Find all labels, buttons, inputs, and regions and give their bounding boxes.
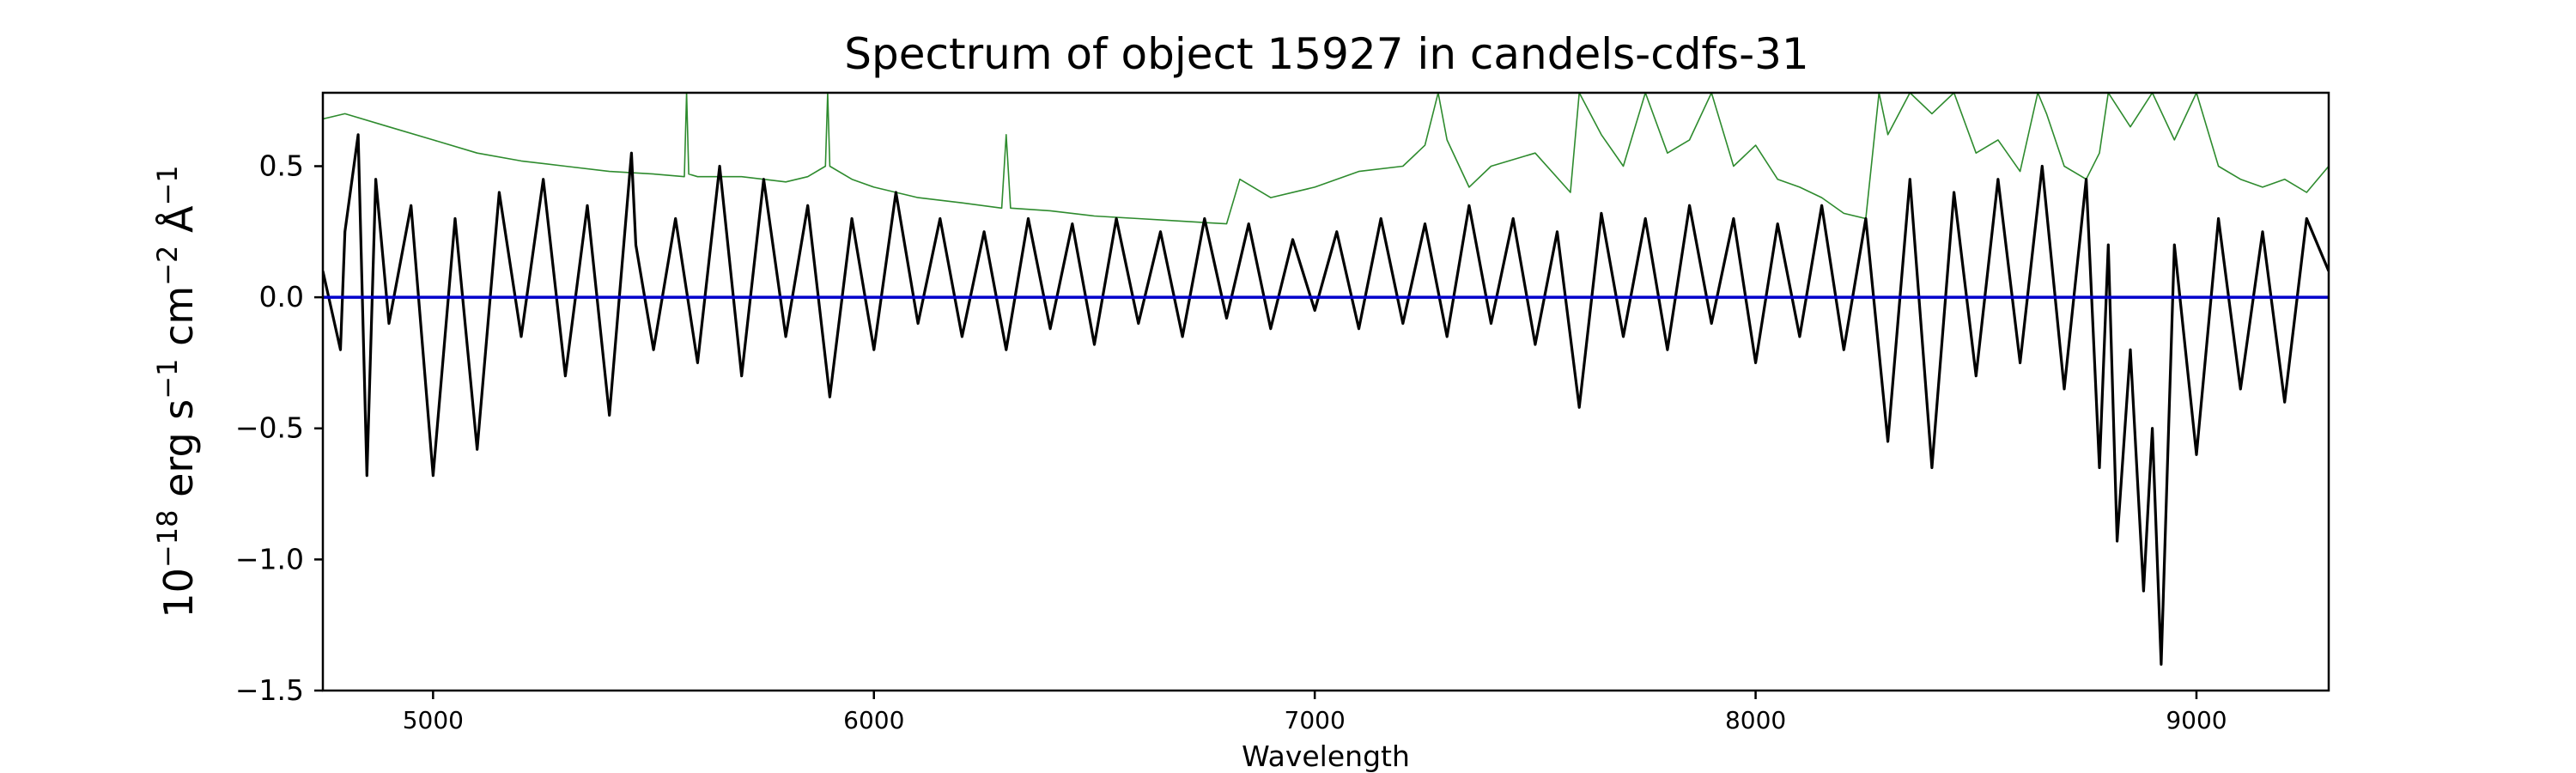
y-tick-label: 0.0 <box>259 280 304 313</box>
x-tick-label: 5000 <box>403 706 464 734</box>
y-label-base: 10 <box>155 568 202 618</box>
x-tick-label: 7000 <box>1285 706 1346 734</box>
y-label-unit: Å <box>155 205 202 233</box>
y-axis-label: 10−18 erg s−1 cm−2 Å−1 <box>151 165 202 618</box>
y-label-s-exp: −1 <box>151 359 184 399</box>
chart-title: Spectrum of object 15927 in candels-cdfs… <box>844 29 1809 79</box>
series-line-flux <box>323 133 2329 666</box>
y-tick-label: 0.5 <box>259 149 304 182</box>
y-tick-label: −1.0 <box>235 542 304 575</box>
y-label-erg: erg s <box>155 399 202 497</box>
x-tick-label: 9000 <box>2166 706 2227 734</box>
y-tick-label: −1.5 <box>235 673 304 707</box>
y-label-cm: cm <box>155 286 202 346</box>
plot-area <box>321 91 2330 692</box>
plot-frame <box>321 91 2330 692</box>
series-line-error <box>323 93 2329 225</box>
x-axis-label: Wavelength <box>1242 740 1410 773</box>
y-label-exp: −18 <box>151 510 184 569</box>
y-label-unit-exp: −1 <box>151 165 184 205</box>
series-layer <box>323 93 2329 666</box>
y-label-cm-exp: −2 <box>151 246 184 286</box>
x-axis: 5000 6000 7000 8000 9000 <box>403 691 2227 734</box>
x-tick-label: 8000 <box>1725 706 1786 734</box>
y-tick-label: −0.5 <box>235 411 304 445</box>
x-tick-label: 6000 <box>843 706 904 734</box>
y-axis: −1.5 −1.0 −0.5 0.0 0.5 <box>235 149 323 707</box>
